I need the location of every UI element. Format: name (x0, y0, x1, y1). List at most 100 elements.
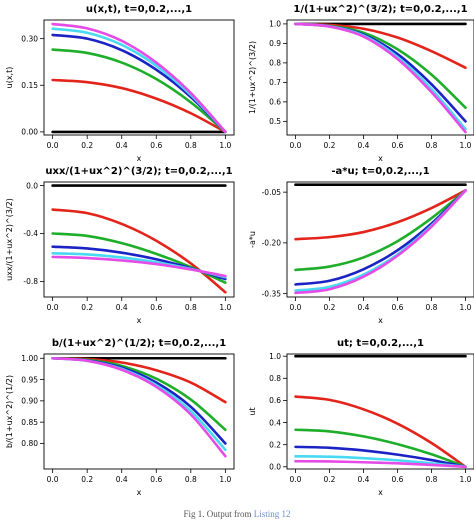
series-line-t0_8 (294, 189, 467, 292)
y-axis-label: 1/(1+ux^2)^(3/2) (248, 41, 257, 114)
chart-title: uxx/(1+ux^2)^(3/2); t=0,0.2,...,1 (45, 166, 232, 177)
x-tick-label: 1.0 (219, 475, 231, 484)
y-tick-label: 0.7 (269, 78, 281, 87)
series-line-t1 (294, 459, 467, 469)
x-tick-label: 0.2 (324, 141, 336, 150)
caption-text: Output from (206, 509, 252, 519)
series-line-t0_6 (51, 33, 227, 134)
series-line-t0_4 (51, 48, 227, 134)
series-line-t1 (51, 356, 227, 458)
x-tick-label: 0.2 (81, 141, 93, 150)
y-tick-label: 0.5 (269, 117, 281, 126)
chart-panel-3: uxx/(1+ux^2)^(3/2); t=0,0.2,...,1 0.0 0.2 0… (5, 166, 235, 325)
y-tick-label: -0.05 (262, 188, 282, 197)
x-tick-label: 0.8 (185, 303, 197, 312)
y-tick-label: -0.8 (23, 277, 38, 286)
chart-panel-2: 1/(1+ux^2)^(3/2); t=0,0.2,...,1 0.0 0.2 0.4… (248, 4, 474, 163)
x-tick-label: 0.2 (81, 475, 93, 484)
x-tick-label: 0.4 (358, 141, 370, 150)
y-tick-label: 1.0 (269, 352, 281, 361)
x-axis-label: x (378, 316, 383, 325)
y-tick-label: 0.0 (269, 462, 281, 471)
x-tick-label: 0.8 (185, 141, 197, 150)
series-line-t1 (294, 189, 467, 295)
x-tick-label: 0.2 (81, 303, 93, 312)
y-axis-label: b/(1+ux^2)^(1/2) (5, 375, 14, 448)
x-tick-label: 0.0 (290, 303, 302, 312)
y-tick-label: 0.90 (21, 397, 38, 406)
y-tick-label: 0.15 (21, 81, 38, 90)
x-tick-label: 1.0 (460, 475, 472, 484)
series-line-t0_4 (294, 189, 467, 272)
series-line-t0_8 (294, 454, 467, 469)
series-line-t0_2 (294, 395, 467, 469)
y-axis-label: -a*u (248, 231, 257, 248)
x-tick-label: 0.6 (150, 303, 162, 312)
x-tick-label: 1.0 (219, 141, 231, 150)
y-axis-label: uxx/(1+ux^2)^(3/2) (5, 198, 14, 281)
y-tick-label: 0.9 (269, 39, 281, 48)
chart-title: -a*u; t=0,0.2,...,1 (331, 166, 429, 177)
series-line-t0_2 (51, 78, 227, 134)
chart-panel-5: b/(1+ux^2)^(1/2); t=0,0.2,...,1 0.0 0.2 0.4… (5, 338, 235, 497)
y-tick-label: 0.30 (21, 34, 38, 43)
plot-frame (43, 353, 235, 470)
x-tick-label: 0.8 (185, 475, 197, 484)
x-tick-label: 0.4 (116, 141, 128, 150)
plot-frame (286, 19, 474, 136)
x-axis-label: x (378, 488, 383, 497)
y-tick-label: 0.6 (269, 396, 281, 405)
caption-link[interactable]: Listing 12 (253, 509, 291, 519)
x-tick-label: 0.6 (392, 475, 404, 484)
y-tick-label: 0.80 (21, 439, 38, 448)
caption-prefix: Fig 1. (183, 509, 205, 519)
x-tick-label: 0.8 (426, 303, 438, 312)
x-tick-label: 0.4 (116, 303, 128, 312)
series-line-t1 (294, 22, 467, 134)
x-axis-label: x (137, 316, 142, 325)
series-line-t0_2 (294, 189, 467, 241)
series-line-t0_4 (294, 22, 467, 110)
series-line-t0_2 (51, 208, 227, 294)
figure-caption: Fig 1. Output from Listing 12 (0, 508, 474, 520)
plot-frame (286, 353, 474, 470)
series-line-t0_6 (294, 445, 467, 469)
x-tick-label: 0.4 (116, 475, 128, 484)
series-line-t1 (51, 22, 227, 134)
x-tick-label: 0.6 (150, 141, 162, 150)
chart-panel-1: u(x,t), t=0,0.2,...,1 0.0 0.2 0.4 0.6 0.8 1.0 0… (5, 4, 235, 163)
x-tick-label: 0.0 (290, 141, 302, 150)
y-axis-label: ut (248, 407, 257, 415)
x-tick-label: 0.6 (392, 303, 404, 312)
y-tick-label: -0.20 (262, 239, 282, 248)
x-tick-label: 1.0 (460, 141, 472, 150)
x-tick-label: 0.6 (392, 141, 404, 150)
x-axis-label: x (137, 488, 142, 497)
series-line-t1 (51, 255, 227, 278)
x-tick-label: 0.6 (150, 475, 162, 484)
y-tick-label: 0.4 (269, 418, 281, 427)
y-tick-label: 0.8 (269, 374, 281, 383)
plot-frame (43, 19, 235, 136)
x-tick-label: 0.0 (290, 475, 302, 484)
x-tick-label: 0.8 (426, 475, 438, 484)
x-tick-label: 0.0 (47, 141, 59, 150)
y-tick-label: 0.95 (21, 375, 38, 384)
x-tick-label: 0.4 (358, 475, 370, 484)
chart-panel-6: ut; t=0,0.2,...,1 0.0 0.2 0.4 0.6 0.8 1.0 0.0 0.… (248, 338, 474, 497)
x-tick-label: 0.2 (324, 475, 336, 484)
chart-title: ut; t=0,0.2,...,1 (337, 338, 424, 349)
y-tick-label: 0.0 (26, 181, 38, 190)
y-tick-label: 0.6 (269, 98, 281, 107)
plot-frame (286, 181, 474, 298)
x-axis-label: x (137, 154, 142, 163)
y-tick-label: 0.00 (21, 128, 38, 137)
x-tick-label: 0.8 (426, 141, 438, 150)
chart-title: u(x,t), t=0,0.2,...,1 (86, 4, 192, 15)
x-tick-label: 0.2 (324, 303, 336, 312)
x-tick-label: 0.4 (358, 303, 370, 312)
chart-title: b/(1+ux^2)^(1/2); t=0,0.2,...,1 (52, 338, 226, 349)
chart-title: 1/(1+ux^2)^(3/2); t=0,0.2,...,1 (293, 4, 467, 15)
x-tick-label: 1.0 (460, 303, 472, 312)
